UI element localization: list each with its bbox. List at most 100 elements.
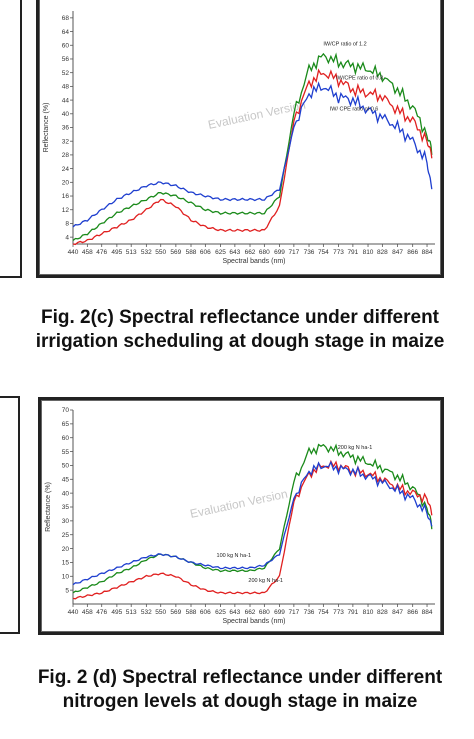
x-tick-label: 458: [82, 249, 93, 256]
x-tick-label: 717: [288, 249, 299, 256]
y-tick-label: 60: [62, 435, 70, 442]
left-partial-figure-bottom: [0, 396, 20, 634]
x-tick-label: 643: [229, 609, 240, 616]
x-tick-label: 847: [392, 609, 403, 616]
x-tick-label: 791: [347, 249, 358, 256]
x-tick-label: 569: [170, 249, 181, 256]
y-tick-label: 40: [62, 490, 70, 497]
y-tick-label: 25: [62, 532, 70, 539]
y-tick-label: 28: [62, 152, 70, 159]
x-tick-label: 828: [377, 609, 388, 616]
x-tick-label: 884: [422, 609, 433, 616]
x-tick-label: 440: [68, 249, 79, 256]
y-axis-title: Reflectance (%): [45, 482, 52, 532]
series-line-1: [72, 459, 433, 600]
x-tick-label: 588: [186, 249, 197, 256]
caption-d: Fig. 2 (d) Spectral reflectance under di…: [37, 667, 443, 712]
x-tick-label: 550: [155, 609, 166, 616]
x-tick-label: 680: [259, 249, 270, 256]
x-tick-label: 606: [200, 609, 211, 616]
y-tick-label: 56: [62, 56, 70, 63]
x-tick-label: 828: [377, 249, 388, 256]
series-line-0: [72, 52, 433, 241]
x-tick-label: 662: [245, 249, 256, 256]
figure-d-frame: Evaluation Version 5 10 15 20 25 30 35 40 45 50 55 6…: [38, 397, 444, 635]
x-tick-label: 550: [155, 249, 166, 256]
series-label: 200 kg N ha-1: [248, 578, 283, 584]
x-tick-label: 866: [407, 249, 418, 256]
y-tick-label: 68: [62, 15, 70, 22]
y-tick-label: 15: [62, 560, 70, 567]
y-tick-label: 50: [62, 463, 70, 470]
x-tick-label: 810: [363, 249, 374, 256]
y-tick-label: 35: [62, 504, 70, 511]
y-tick-label: 8: [65, 221, 69, 228]
x-tick-label: 569: [170, 609, 181, 616]
y-tick-label: 52: [62, 70, 70, 77]
series-label: IW/CP ratio of 1.2: [323, 41, 366, 47]
series-label: IW/ CPE ratio of 0.6: [330, 106, 379, 112]
y-tick-label: 10: [62, 573, 70, 580]
y-tick-label: 16: [62, 193, 70, 200]
y-tick-label: 20: [62, 180, 70, 187]
x-tick-label: 532: [141, 609, 152, 616]
x-tick-label: 847: [392, 249, 403, 256]
y-tick-label: 12: [62, 207, 70, 214]
x-tick-label: 513: [126, 609, 137, 616]
series-label: 200 kg N ha-1: [338, 445, 373, 451]
x-tick-label: 773: [333, 249, 344, 256]
x-tick-label: 495: [111, 249, 122, 256]
series-line-2: [72, 460, 433, 586]
x-tick-label: 625: [215, 609, 226, 616]
x-tick-label: 754: [318, 609, 329, 616]
x-tick-label: 532: [141, 249, 152, 256]
series-label: IW/CPE ratio of 0.8: [336, 76, 383, 82]
x-tick-label: 643: [229, 249, 240, 256]
x-tick-label: 513: [126, 249, 137, 256]
x-tick-label: 699: [274, 609, 285, 616]
y-tick-label: 4: [65, 234, 69, 241]
x-tick-label: 458: [82, 609, 93, 616]
y-tick-label: 55: [62, 449, 70, 456]
y-tick-label: 30: [62, 518, 70, 525]
figure-c-frame: Evaluation Version 4 8 12 16 20 24 28 32 36 40 44 48…: [36, 0, 444, 278]
x-tick-label: 884: [422, 249, 433, 256]
y-tick-label: 70: [62, 407, 70, 414]
y-tick-label: 60: [62, 42, 70, 49]
x-tick-label: 717: [288, 609, 299, 616]
y-tick-label: 48: [62, 84, 70, 91]
x-tick-label: 810: [363, 609, 374, 616]
watermark-text: Evaluation Version: [189, 487, 289, 521]
y-tick-label: 32: [62, 138, 70, 145]
y-tick-label: 65: [62, 421, 70, 428]
x-axis-title: Spectral bands (nm): [222, 618, 285, 625]
y-tick-label: 40: [62, 111, 70, 118]
x-tick-label: 662: [245, 609, 256, 616]
series-line-2: [72, 81, 433, 228]
x-tick-label: 680: [259, 609, 270, 616]
x-tick-label: 791: [347, 609, 358, 616]
x-tick-label: 588: [186, 609, 197, 616]
left-partial-figure-top: [0, 0, 22, 278]
y-tick-label: 36: [62, 125, 70, 132]
x-axis-title: Spectral bands (nm): [222, 258, 285, 265]
y-tick-label: 24: [62, 166, 70, 173]
x-tick-label: 736: [304, 249, 315, 256]
x-tick-label: 440: [68, 609, 79, 616]
series-line-0: [72, 443, 433, 594]
y-tick-label: 44: [62, 97, 70, 104]
series-label: 100 kg N ha-1: [217, 553, 252, 559]
y-tick-label: 64: [62, 29, 70, 36]
series-line-1: [72, 68, 433, 246]
x-tick-label: 606: [200, 249, 211, 256]
x-tick-label: 476: [96, 249, 107, 256]
y-tick-label: 45: [62, 476, 70, 483]
y-tick-label: 5: [65, 587, 69, 594]
x-tick-label: 754: [318, 249, 329, 256]
x-tick-label: 699: [274, 249, 285, 256]
caption-c: Fig. 2(c) Spectral reflectance under dif…: [35, 307, 445, 352]
chart-c: Evaluation Version4812162024283236404448…: [43, 11, 435, 265]
x-tick-label: 736: [304, 609, 315, 616]
x-tick-label: 625: [215, 249, 226, 256]
x-tick-label: 866: [407, 609, 418, 616]
